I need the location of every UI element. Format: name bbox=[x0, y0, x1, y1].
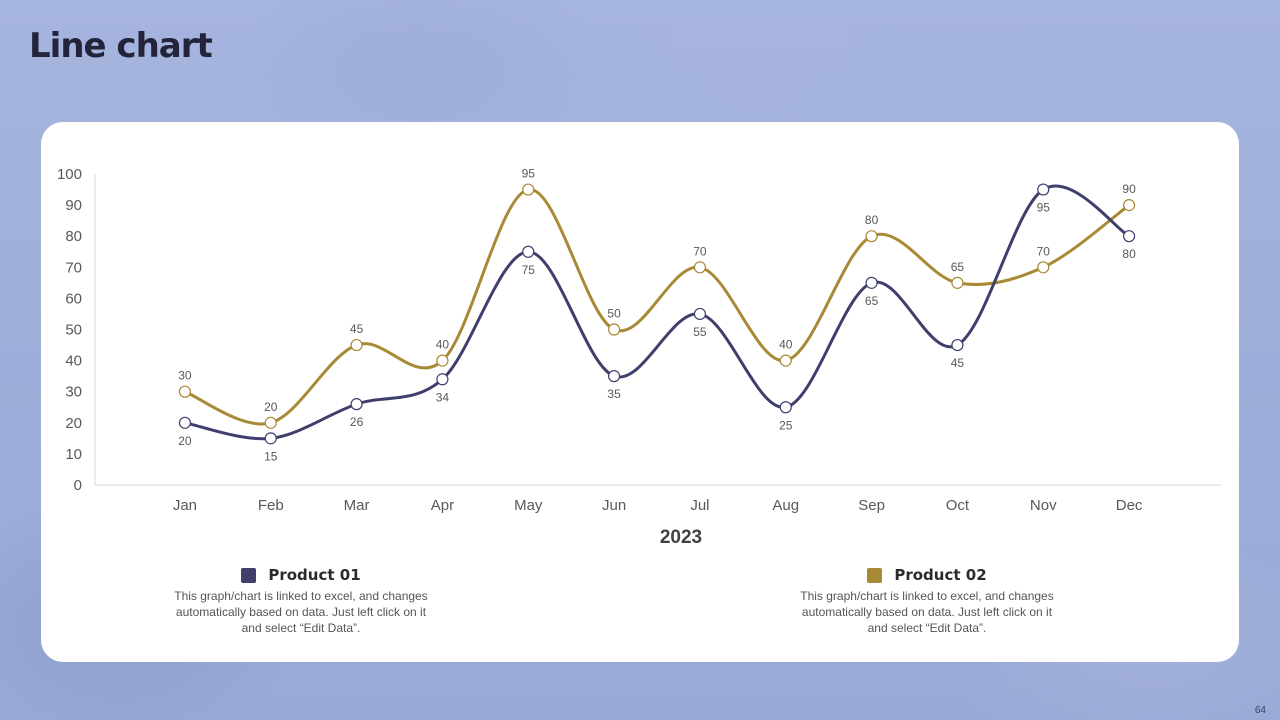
y-tick-label: 20 bbox=[65, 415, 82, 432]
data-label-product-01: 15 bbox=[264, 449, 278, 463]
data-point-product-01 bbox=[951, 338, 964, 352]
x-tick-label: Jan bbox=[173, 497, 197, 514]
legend-swatch-product-01 bbox=[241, 567, 257, 583]
y-tick-label: 0 bbox=[74, 477, 82, 494]
data-label-product-02: 30 bbox=[178, 369, 192, 383]
data-point-product-01 bbox=[1037, 183, 1050, 196]
x-tick-label: Apr bbox=[431, 497, 454, 514]
data-label-product-02: 95 bbox=[522, 167, 536, 181]
page-title: Line chart bbox=[29, 26, 213, 66]
data-point-product-01 bbox=[178, 416, 192, 429]
x-tick-label: Feb bbox=[258, 497, 284, 514]
line-chart: 0 10 20 30 40 50 60 70 80 90 100 Jan Feb Mar Apr May Jun… bbox=[57, 166, 1221, 548]
x-tick-label: Aug bbox=[772, 497, 799, 514]
data-label-product-02: 65 bbox=[951, 260, 965, 274]
data-point-product-01 bbox=[264, 432, 277, 445]
data-label-product-01: 35 bbox=[607, 387, 621, 401]
data-point-product-01 bbox=[522, 245, 535, 258]
legend-item-product-01: Product 01 This graph/chart is linked to… bbox=[151, 566, 451, 636]
data-label-product-01: 45 bbox=[951, 356, 965, 370]
data-point-product-01 bbox=[1122, 230, 1136, 243]
data-label-product-01: 34 bbox=[436, 390, 450, 404]
data-point-product-02 bbox=[522, 183, 535, 196]
legend-description: This graph/chart is linked to excel, and… bbox=[800, 589, 1054, 635]
x-tick-label: Jun bbox=[602, 497, 626, 514]
legend-label: Product 02 bbox=[894, 566, 987, 584]
y-tick-label: 80 bbox=[65, 228, 82, 245]
data-label-product-01: 75 bbox=[522, 263, 536, 277]
y-tick-label: 70 bbox=[65, 259, 82, 276]
data-label-product-01: 65 bbox=[865, 294, 879, 308]
data-point-product-02 bbox=[436, 354, 449, 367]
series-line-product-02 bbox=[183, 188, 1131, 426]
data-label-product-02: 20 bbox=[264, 400, 278, 414]
data-point-product-01 bbox=[607, 370, 621, 383]
y-tick-label: 60 bbox=[65, 290, 82, 307]
y-tick-label: 100 bbox=[57, 166, 82, 183]
x-tick-label: Sep bbox=[858, 497, 885, 514]
data-label-product-01: 80 bbox=[1122, 247, 1136, 261]
data-label-product-01: 25 bbox=[779, 418, 793, 432]
data-label-product-01: 20 bbox=[178, 434, 192, 448]
data-label-product-01: 95 bbox=[1037, 201, 1051, 215]
data-point-product-01 bbox=[779, 401, 792, 414]
y-tick-label: 90 bbox=[65, 197, 82, 214]
data-label-product-01: 55 bbox=[693, 325, 707, 339]
data-point-product-02 bbox=[350, 338, 363, 352]
x-tick-label: Mar bbox=[344, 497, 370, 514]
y-tick-label: 50 bbox=[65, 322, 82, 339]
data-point-product-01 bbox=[350, 398, 363, 411]
data-point-product-02 bbox=[693, 261, 707, 274]
data-label-product-02: 50 bbox=[607, 307, 621, 321]
series-line-product-01 bbox=[183, 184, 1131, 441]
x-tick-label: Oct bbox=[946, 497, 970, 514]
chart-card: 0 10 20 30 40 50 60 70 80 90 100 Jan Feb Mar Apr May Jun… bbox=[41, 122, 1239, 662]
data-point-product-01 bbox=[693, 307, 707, 321]
x-tick-label: Jul bbox=[690, 497, 709, 514]
x-tick-label: Nov bbox=[1030, 497, 1057, 514]
legend-item-product-02: Product 02 This graph/chart is linked to… bbox=[777, 566, 1077, 636]
data-label-product-02: 70 bbox=[1037, 244, 1051, 258]
data-label-product-02: 70 bbox=[693, 244, 707, 258]
data-point-product-02 bbox=[1122, 198, 1136, 212]
y-tick-label: 40 bbox=[65, 353, 82, 370]
x-tick-label: May bbox=[514, 497, 543, 514]
data-point-product-02 bbox=[178, 385, 192, 398]
data-point-product-01 bbox=[865, 276, 878, 289]
data-label-product-01: 26 bbox=[350, 415, 364, 429]
data-point-product-02 bbox=[951, 276, 964, 289]
page-number: 64 bbox=[1254, 705, 1266, 716]
data-point-product-02 bbox=[779, 354, 792, 367]
data-label-product-02: 80 bbox=[865, 213, 879, 227]
data-label-product-02: 45 bbox=[350, 322, 364, 336]
legend-description: This graph/chart is linked to excel, and… bbox=[174, 589, 428, 635]
data-point-product-01 bbox=[436, 373, 449, 386]
data-point-product-02 bbox=[264, 416, 277, 429]
data-point-product-02 bbox=[607, 323, 621, 336]
data-point-product-02 bbox=[865, 230, 878, 243]
y-tick-label: 30 bbox=[65, 384, 82, 401]
legend-swatch-product-02 bbox=[867, 567, 883, 583]
x-axis-title: 2023 bbox=[660, 527, 702, 548]
data-point-product-02 bbox=[1037, 261, 1050, 274]
x-tick-label: Dec bbox=[1116, 497, 1143, 514]
legend-label: Product 01 bbox=[268, 566, 361, 584]
data-label-product-02: 90 bbox=[1122, 182, 1136, 196]
y-tick-label: 10 bbox=[65, 446, 82, 463]
data-label-product-02: 40 bbox=[779, 338, 793, 352]
data-label-product-02: 40 bbox=[436, 338, 450, 352]
